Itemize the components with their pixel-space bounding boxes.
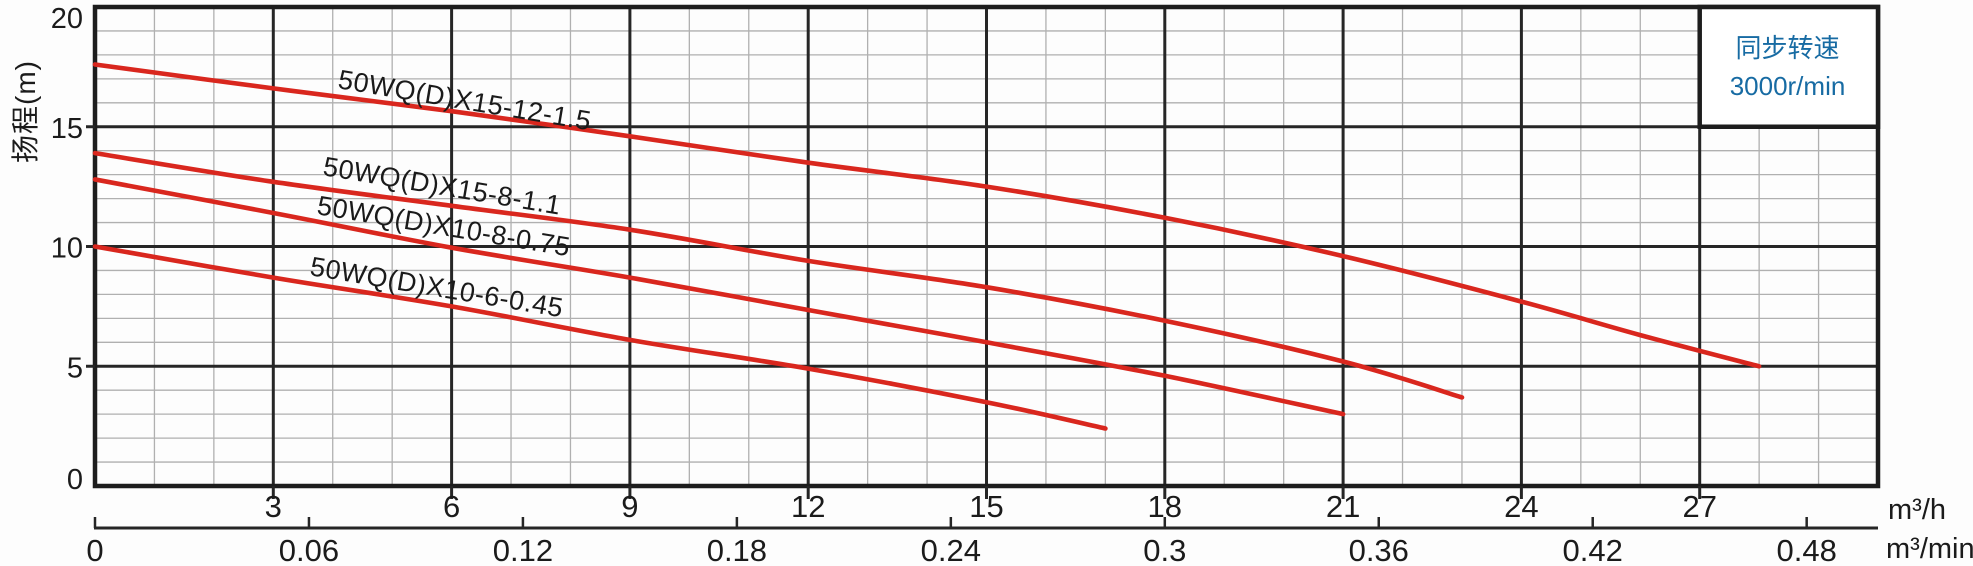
- x-tick-label-m3h: 6: [443, 489, 460, 524]
- pump-curve-1: [92, 150, 1465, 400]
- x-tick-label-m3min: 0.24: [921, 533, 981, 566]
- x-tick-label-m3h: 24: [1504, 489, 1538, 524]
- y-tick-label: 5: [67, 352, 83, 384]
- x-tick-label-m3min: 0.3: [1143, 533, 1186, 566]
- x-tick-label-m3min: 0.18: [707, 533, 767, 566]
- legend-box: 同步转速 3000r/min: [1697, 7, 1878, 126]
- x-tick-label-m3min: 0.42: [1563, 533, 1623, 566]
- x-tick-label-m3h: 3: [265, 489, 282, 524]
- x-tick-label-m3h: 12: [791, 489, 825, 524]
- legend-frame: [1697, 4, 1881, 129]
- y-tick-label: 20: [51, 3, 83, 35]
- pump-curve-2: [92, 177, 1346, 417]
- x-tick-label-m3h: 9: [621, 489, 638, 524]
- legend-speed-value: 3000r/min: [1729, 70, 1846, 101]
- y-axis-title: 扬程(m): [10, 60, 41, 163]
- x-tick-label-m3h: 27: [1682, 489, 1716, 524]
- y-tick-label: 10: [51, 233, 83, 265]
- x-axis-unit-m3min: m³/min: [1886, 533, 1973, 565]
- x-tick-label-m3min: 0.36: [1349, 533, 1409, 566]
- pump-curve-0: [92, 62, 1762, 369]
- x-axis-unit-m3h: m³/h: [1888, 494, 1946, 526]
- x-tick-label-m3h: 21: [1326, 489, 1360, 524]
- legend-sync-speed-label: 同步转速: [1735, 32, 1840, 63]
- x-tick-label-m3min: 0.12: [493, 533, 553, 566]
- x-tick-label-m3min: 0.06: [279, 533, 339, 566]
- y-tick-label: 0: [67, 464, 83, 496]
- x-tick-label-m3min: 0: [86, 533, 103, 566]
- pump-curve-3: [92, 244, 1108, 431]
- x-tick-label-m3h: 15: [969, 489, 1003, 524]
- y-tick-label: 15: [51, 113, 83, 145]
- x-tick-label-m3min: 0.48: [1777, 533, 1837, 566]
